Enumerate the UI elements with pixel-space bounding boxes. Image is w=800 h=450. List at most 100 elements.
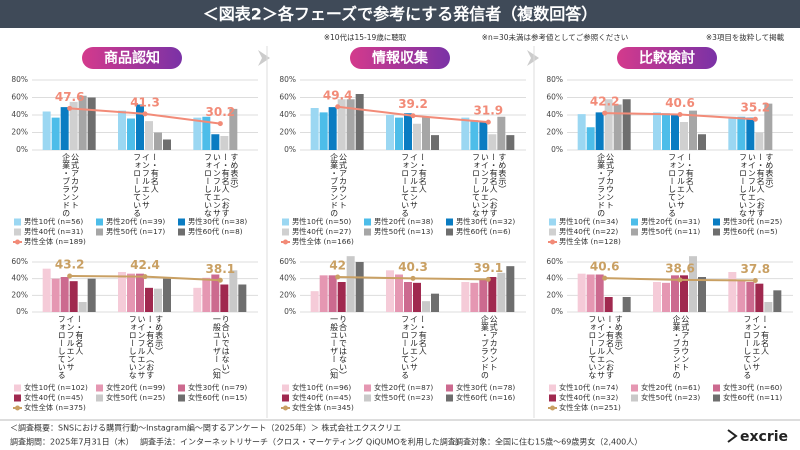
value-label: 35.2 <box>741 101 771 115</box>
bar <box>764 302 773 312</box>
bar <box>680 122 688 150</box>
bar <box>422 301 430 312</box>
total-point <box>217 121 223 127</box>
legend-swatch <box>96 228 103 236</box>
legend-label: 女性60代 (n=11) <box>723 393 782 402</box>
x-tick-label: 一般ユーザー（知り合いではない） <box>212 315 231 379</box>
bar <box>461 282 470 312</box>
legend-swatch <box>550 239 555 245</box>
y-tick-label: 20% <box>546 128 563 137</box>
bar <box>127 273 135 312</box>
bar <box>42 268 51 312</box>
legend-label: 男性30代 (n=38) <box>188 217 247 226</box>
legend-swatch <box>364 394 371 402</box>
bar <box>622 99 631 150</box>
value-label: 38.1 <box>206 262 236 276</box>
bar <box>78 302 87 312</box>
legend-label: 女性20代 (n=99) <box>106 383 165 392</box>
bar <box>346 256 355 312</box>
footer-method: 調査手法：インターネットリサーチ（クロス・マーケティング QiQUMOを利用した… <box>140 437 464 447</box>
panel-title: 比較検討 <box>639 50 695 67</box>
bar <box>211 134 220 150</box>
y-tick-label: 0% <box>551 145 563 154</box>
footer-period: 調査期間：2025年7月31日（木） <box>10 437 134 447</box>
x-tick-label: 企業・ブランドの公式アカウント <box>480 315 499 379</box>
x-tick-label: フォローしているインフルエンサー・有名人 <box>667 153 695 217</box>
legend-swatch <box>713 384 720 392</box>
bar <box>229 108 238 150</box>
bar <box>604 297 613 312</box>
bar <box>145 287 153 312</box>
y-tick-label: 40% <box>11 274 28 283</box>
bar <box>310 291 319 312</box>
total-point <box>142 274 148 280</box>
legend-swatch <box>549 394 556 402</box>
total-point <box>677 111 683 117</box>
bar <box>220 136 229 150</box>
legend-swatch <box>631 394 638 402</box>
bar <box>386 270 394 312</box>
bar <box>662 282 670 312</box>
legend-swatch <box>178 218 185 226</box>
legend-swatch <box>446 394 453 402</box>
legend-label: 男性60代 (n=8) <box>188 227 243 236</box>
bar <box>470 120 479 150</box>
legend-label: 女性60代 (n=15) <box>188 393 247 402</box>
bar <box>118 272 126 312</box>
x-tick-label: 一般ユーザー（知り合いではない） <box>329 315 348 379</box>
legend-label: 男性60代 (n=6) <box>456 227 511 236</box>
footer-target: 調査対象：全国に住む15歳〜69歳男女（2,400人） <box>455 437 642 447</box>
y-tick-label: 80% <box>11 75 28 84</box>
legend-label: 女性40代 (n=45) <box>292 393 351 402</box>
arrow <box>527 50 539 66</box>
legend-swatch <box>282 394 289 402</box>
bar <box>346 99 355 150</box>
bar <box>193 117 202 150</box>
legend-label: 男性40代 (n=22) <box>559 227 618 236</box>
y-tick-label: 20% <box>546 290 563 299</box>
legend-label: 男性10代 (n=34) <box>559 217 618 226</box>
bar <box>653 282 661 312</box>
bar <box>118 110 126 150</box>
bar <box>337 282 346 312</box>
bar <box>220 284 229 312</box>
bar <box>328 275 337 312</box>
bar <box>595 112 604 150</box>
legend-swatch <box>446 228 453 236</box>
bar <box>136 104 144 150</box>
legend-label: 男性20代 (n=31) <box>641 217 700 226</box>
legend-swatch <box>282 228 289 236</box>
bar <box>163 278 171 312</box>
bar <box>51 278 60 312</box>
legend-label: 女性50代 (n=23) <box>641 393 700 402</box>
legend-swatch <box>631 384 638 392</box>
value-label: 43.2 <box>55 258 85 272</box>
legend-swatch <box>96 384 103 392</box>
y-tick-label: 60% <box>546 257 563 266</box>
x-tick-label: フォローしているインフルエンサー・有名人 <box>400 315 428 379</box>
legend-label: 女性40代 (n=45) <box>24 393 83 402</box>
bar <box>689 256 697 312</box>
bar <box>355 94 364 150</box>
y-tick-label: 40% <box>546 110 563 119</box>
y-tick-label: 80% <box>546 75 563 84</box>
legend-label: 男性30代 (n=25) <box>723 217 782 226</box>
bar <box>319 275 328 312</box>
legend-label: 女性10代 (n=102) <box>24 383 88 392</box>
legend-swatch <box>549 228 556 236</box>
value-label: 39.1 <box>474 261 504 275</box>
x-tick-label: 企業・ブランドの公式アカウント <box>672 315 690 379</box>
value-label: 40.6 <box>590 260 620 274</box>
legend-label: 男性20代 (n=38) <box>374 217 433 226</box>
bar <box>461 117 470 150</box>
value-label: 39.2 <box>398 97 428 111</box>
value-label: 41.3 <box>130 95 160 109</box>
legend-swatch <box>713 218 720 226</box>
bar <box>193 287 202 312</box>
legend-swatch <box>549 218 556 226</box>
legend-swatch <box>14 384 21 392</box>
bar <box>136 273 144 312</box>
y-tick-label: 60% <box>279 257 296 266</box>
bar <box>728 272 737 312</box>
